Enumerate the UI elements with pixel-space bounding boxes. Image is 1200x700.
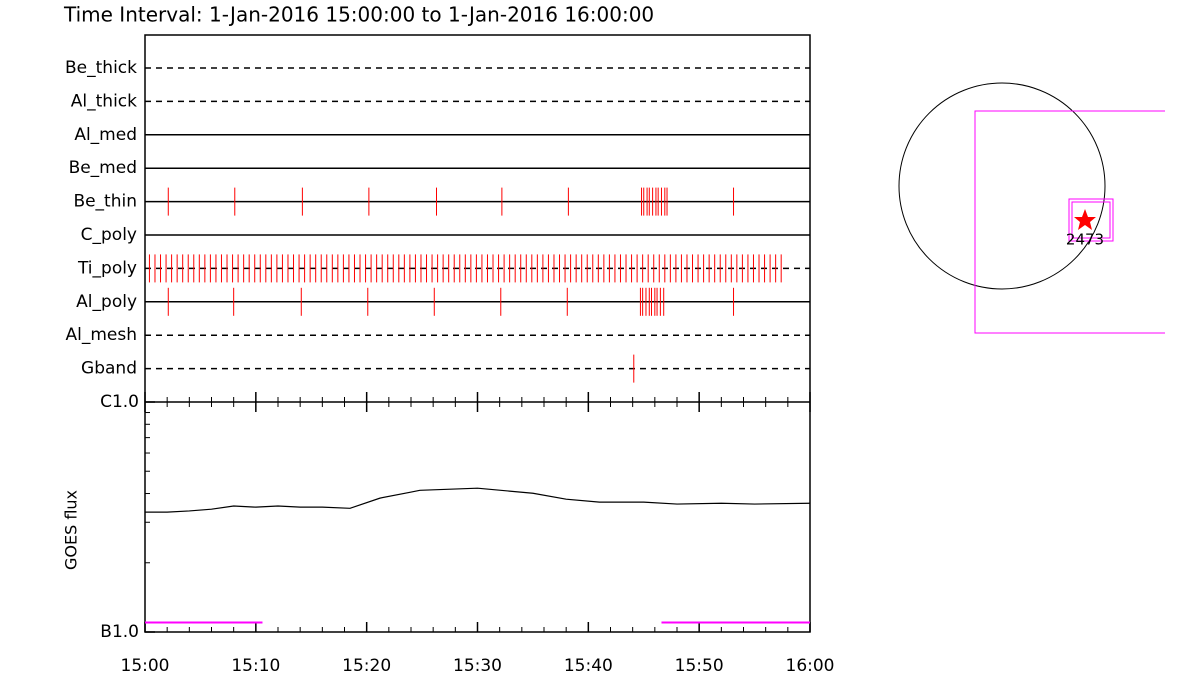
filter-label: Al_thick	[71, 91, 137, 111]
filter-label: Al_med	[74, 125, 137, 145]
filter-label: Be_med	[69, 158, 137, 178]
y-axis-label: GOES flux	[62, 490, 81, 570]
filter-label: Ti_poly	[77, 258, 137, 278]
filter-label: Al_poly	[76, 292, 137, 312]
x-tick-label: 15:00	[121, 656, 170, 676]
region-label: 2473	[1066, 231, 1104, 249]
region-star	[1074, 209, 1096, 230]
x-tick-label: 15:50	[675, 656, 724, 676]
y-tick-label: C1.0	[100, 392, 139, 412]
goes-flux-line	[145, 487, 811, 513]
x-tick-label: 15:20	[342, 656, 391, 676]
chart-title: Time Interval: 1-Jan-2016 15:00:00 to 1-…	[63, 3, 654, 27]
solar-disk	[898, 82, 1106, 290]
sun-map: 2473	[898, 82, 1165, 334]
filter-label: Al_mesh	[65, 325, 137, 345]
filter-label: Be_thick	[65, 58, 137, 78]
x-tick-label: 16:00	[786, 656, 835, 676]
x-tick-label: 15:10	[231, 656, 280, 676]
region-box	[1068, 198, 1114, 242]
region-box-inner	[1071, 201, 1111, 239]
x-tick-label: 15:30	[453, 656, 502, 676]
filter-label: Gband	[81, 359, 137, 379]
filter-label: C_poly	[81, 225, 137, 245]
filter-label: Be_thin	[73, 192, 137, 212]
fov-box	[974, 110, 1165, 334]
x-tick-label: 15:40	[564, 656, 613, 676]
y-tick-label: B1.0	[100, 622, 139, 642]
plot-frame	[144, 34, 811, 633]
